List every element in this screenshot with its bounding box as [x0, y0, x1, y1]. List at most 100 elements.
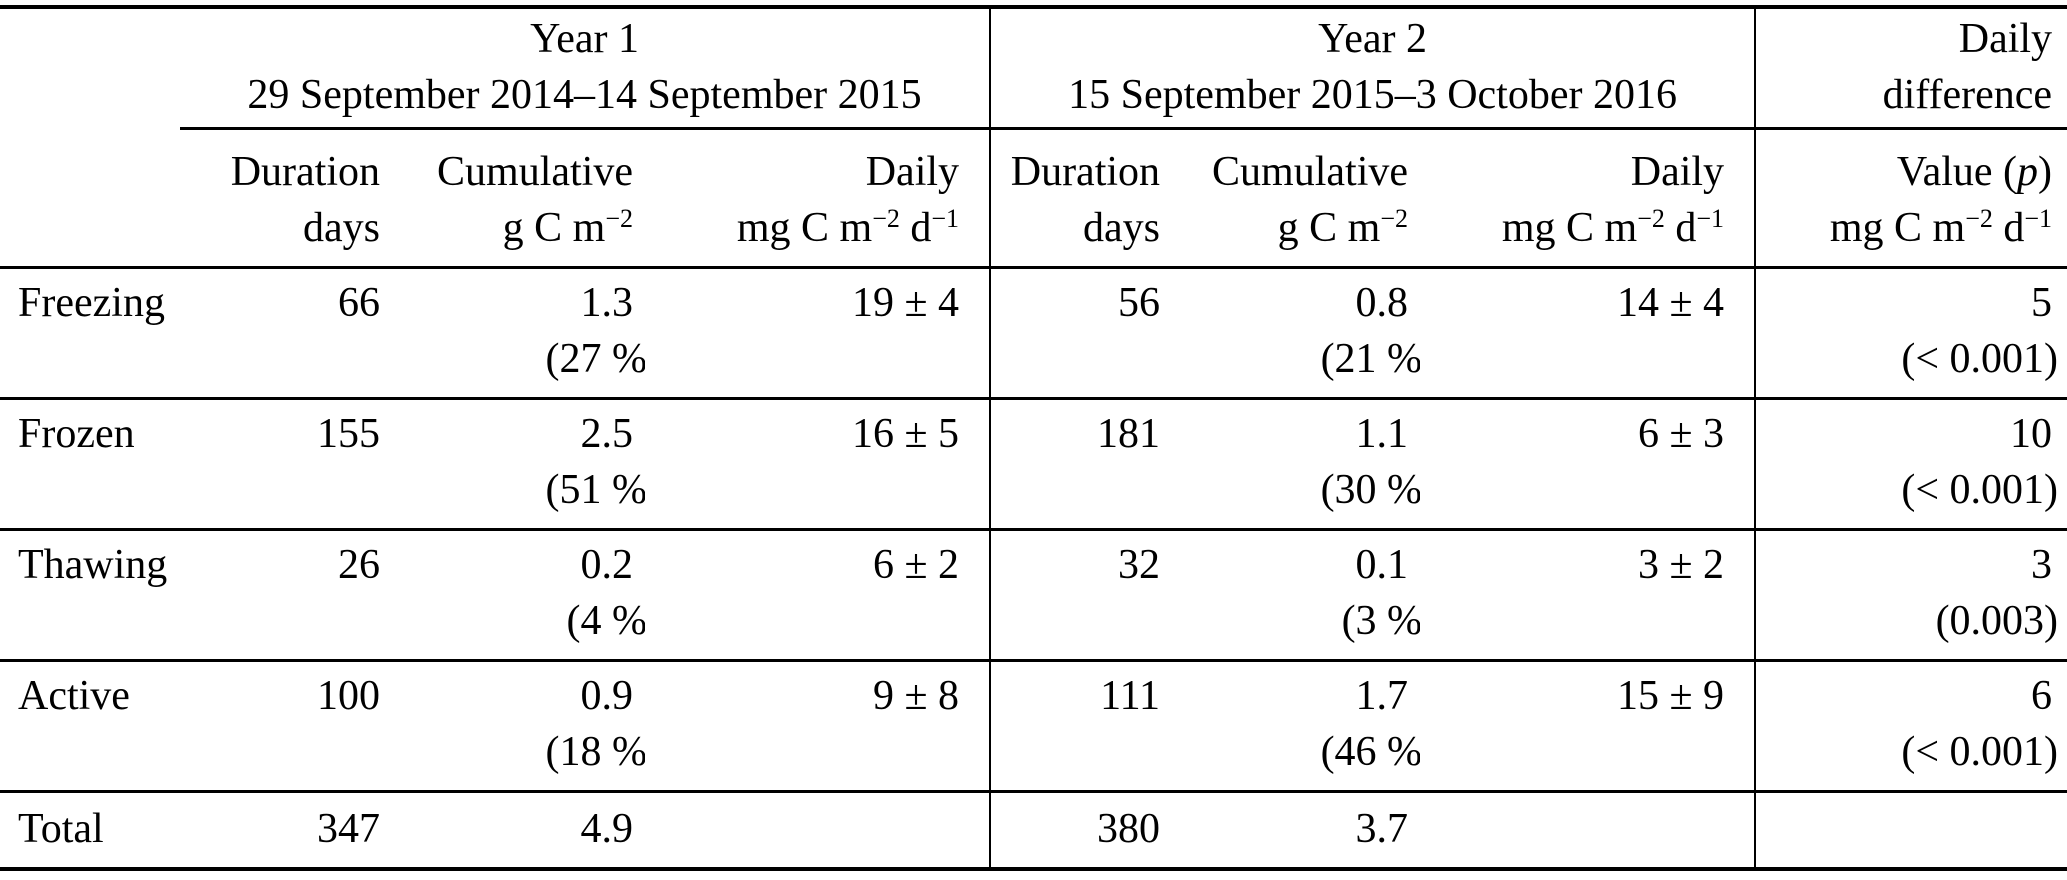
- y1-duration-cell: 26: [180, 529, 390, 662]
- year2-cumulative-header: Cumulative g C m−2: [1170, 128, 1421, 269]
- column-label: Value (p): [1896, 149, 2053, 195]
- table-row-freezing: Freezing 66 1.3 (27 %) 19 ± 4 56 0.8 (21…: [0, 267, 2067, 400]
- difference-value: 5: [2031, 280, 2053, 326]
- daily-difference-title: Daily: [1958, 16, 2053, 62]
- year2-group-header: Year 2 15 September 2015–3 October 2016: [989, 7, 1756, 130]
- year1-cumulative-header: Cumulative g C m−2: [390, 128, 645, 269]
- corner-cell: [0, 7, 180, 129]
- cumulative-value: 0.2: [580, 542, 634, 588]
- y1-daily-cell: 19 ± 4: [645, 267, 991, 400]
- y1-cumulative-cell: 0.2 (4 %): [390, 529, 645, 662]
- column-unit: mg C m−2 d−1: [736, 203, 960, 251]
- cumulative-value: 1.7: [1355, 673, 1409, 719]
- y2-cumulative-cell: 0.8 (21 %): [1170, 267, 1421, 400]
- difference-total: [1754, 791, 2067, 869]
- seasonal-carbon-flux-table: Year 1 29 September 2014–14 September 20…: [0, 5, 2067, 871]
- table-row-active: Active 100 0.9 (18 %) 9 ± 8 111 1.7 (46 …: [0, 660, 2067, 793]
- cumulative-percent: (30 %): [1320, 467, 1421, 513]
- group-header-row: Year 1 29 September 2014–14 September 20…: [0, 7, 2067, 130]
- cumulative-value: 0.1: [1355, 542, 1409, 588]
- column-label: Daily: [865, 149, 960, 195]
- daily-difference-group-header: Daily difference: [1754, 7, 2067, 130]
- year2-title: Year 2: [1318, 16, 1427, 62]
- year1-title: Year 1: [530, 16, 639, 62]
- difference-cell: 6 (< 0.001): [1754, 660, 2067, 793]
- cumulative-percent: (3 %): [1341, 598, 1421, 644]
- y1-cumulative-cell: 2.5 (51 %): [390, 398, 645, 531]
- cumulative-percent: (46 %): [1320, 729, 1421, 775]
- y1-duration-cell: 100: [180, 660, 390, 793]
- row-label: Total: [18, 806, 104, 852]
- cumulative-percent: (4 %): [566, 598, 645, 644]
- y2-duration-cell: 32: [989, 529, 1171, 662]
- year1-duration-header: Duration days: [180, 128, 390, 269]
- difference-value: 10: [2010, 411, 2053, 457]
- difference-value: 6: [2031, 673, 2053, 719]
- cumulative-value: 1.3: [580, 280, 634, 326]
- cumulative-value: 2.5: [580, 411, 634, 457]
- y2-duration-cell: 111: [989, 660, 1171, 793]
- difference-pvalue: (< 0.001): [1901, 729, 2059, 775]
- y1-cumulative-total: 4.9: [580, 806, 634, 852]
- y2-duration-cell: 181: [989, 398, 1171, 531]
- y2-cumulative-cell: 1.7 (46 %): [1170, 660, 1421, 793]
- difference-cell: 5 (< 0.001): [1754, 267, 2067, 400]
- column-label: Daily: [1630, 149, 1725, 195]
- y2-daily-cell: 3 ± 2: [1420, 529, 1756, 662]
- row-label: Frozen: [0, 398, 180, 531]
- y1-cumulative-cell: 1.3 (27 %): [390, 267, 645, 400]
- column-label: Duration: [1010, 149, 1161, 195]
- table-row-frozen: Frozen 155 2.5 (51 %) 16 ± 5 181 1.1 (30…: [0, 398, 2067, 531]
- y2-daily-cell: 14 ± 4: [1420, 267, 1756, 400]
- y1-daily-cell: 6 ± 2: [645, 529, 991, 662]
- year1-group-header: Year 1 29 September 2014–14 September 20…: [180, 7, 991, 130]
- y2-daily-total: [1420, 792, 1755, 870]
- difference-pvalue: (0.003): [1935, 598, 2059, 644]
- difference-cell: 3 (0.003): [1754, 529, 2067, 662]
- y1-daily-cell: 9 ± 8: [645, 660, 991, 793]
- difference-pvalue: (< 0.001): [1901, 336, 2059, 382]
- cumulative-percent: (27 %): [545, 336, 645, 382]
- row-label: Freezing: [0, 267, 180, 400]
- daily-difference-subtitle: difference: [1882, 72, 2053, 118]
- difference-value: 3: [2031, 542, 2053, 588]
- column-unit: mg C m−2 d−1: [1501, 203, 1725, 251]
- column-label: Duration: [230, 149, 380, 195]
- table-row-thawing: Thawing 26 0.2 (4 %) 6 ± 2 32 0.1 (3 %) …: [0, 529, 2067, 662]
- difference-pvalue: (< 0.001): [1901, 467, 2059, 513]
- cumulative-value: 1.1: [1355, 411, 1409, 457]
- y2-cumulative-cell: 1.1 (30 %): [1170, 398, 1421, 531]
- y1-daily-total: [645, 792, 990, 870]
- difference-cell: 10 (< 0.001): [1754, 398, 2067, 531]
- y2-daily-cell: 15 ± 9: [1420, 660, 1756, 793]
- column-label: Cumulative: [1212, 149, 1409, 195]
- column-unit: mg C m−2 d−1: [1829, 203, 2053, 251]
- cumulative-percent: (51 %): [545, 467, 645, 513]
- year2-date-range: 15 September 2015–3 October 2016: [1068, 72, 1677, 118]
- y2-duration-total: 380: [989, 791, 1171, 869]
- year2-daily-header: Daily mg C m−2 d−1: [1420, 128, 1756, 269]
- year2-duration-header: Duration days: [989, 128, 1171, 269]
- column-unit: g C m−2: [502, 203, 633, 251]
- y1-duration-cell: 155: [180, 398, 390, 531]
- y1-duration-cell: 66: [180, 267, 390, 400]
- column-unit: g C m−2: [1277, 203, 1409, 251]
- y2-cumulative-cell: 0.1 (3 %): [1170, 529, 1421, 662]
- column-unit: days: [1083, 205, 1161, 251]
- y2-duration-cell: 56: [989, 267, 1171, 400]
- cumulative-value: 0.9: [580, 673, 634, 719]
- table-row-total: Total 347 4.9 380 3.7: [0, 791, 2067, 870]
- column-header-row: Duration days Cumulative g C m−2 Daily m…: [0, 128, 2067, 269]
- row-label-header: [0, 128, 180, 269]
- row-label: Active: [0, 660, 180, 793]
- year1-daily-header: Daily mg C m−2 d−1: [645, 128, 991, 269]
- column-label: Cumulative: [437, 149, 633, 195]
- cumulative-percent: (21 %): [1320, 336, 1421, 382]
- cumulative-percent: (18 %): [545, 729, 645, 775]
- difference-value-header: Value (p) mg C m−2 d−1: [1754, 128, 2067, 269]
- y1-duration-total: 347: [317, 806, 380, 852]
- cumulative-value: 0.8: [1355, 280, 1409, 326]
- y1-cumulative-cell: 0.9 (18 %): [390, 660, 645, 793]
- column-unit: days: [303, 205, 380, 251]
